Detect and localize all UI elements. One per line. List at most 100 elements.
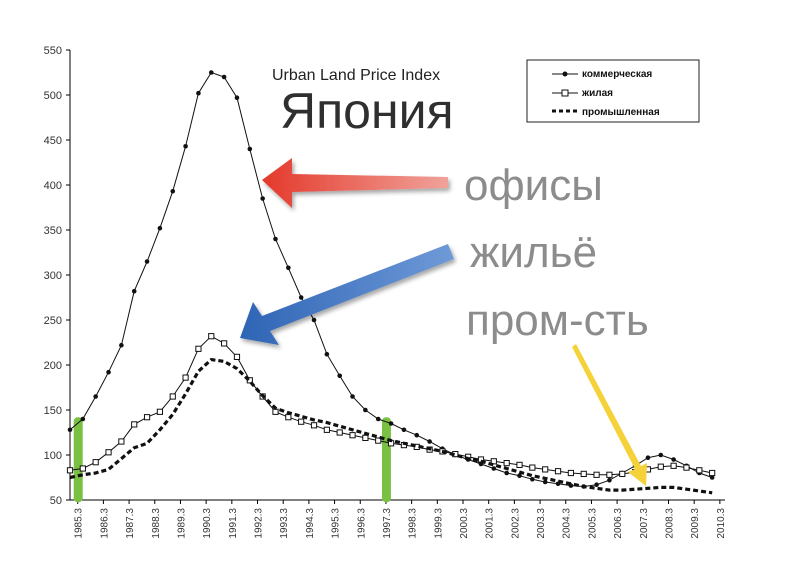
data-point	[567, 469, 574, 477]
data-point	[105, 449, 112, 456]
x-tick-label: 2004.3	[562, 508, 573, 539]
x-tick-label: 2000.3	[459, 508, 470, 539]
red-arrow	[262, 158, 448, 208]
data-point	[157, 225, 163, 231]
data-point	[324, 351, 330, 357]
x-tick-label: 1994.3	[305, 508, 316, 539]
data-point	[310, 422, 318, 429]
x-tick-label: 1993.3	[279, 508, 290, 539]
axes: 50 100 150 200 250 300 350 400 450 500 550 1985.3 19…	[44, 45, 727, 539]
data-point	[580, 470, 587, 477]
y-tick-label: 150	[44, 405, 62, 417]
data-point	[144, 259, 150, 264]
x-tick-label: 1998.3	[408, 508, 419, 539]
data-point	[273, 236, 278, 242]
data-point	[503, 460, 510, 467]
series-line	[69, 335, 713, 476]
data-point	[375, 416, 381, 422]
data-point	[542, 479, 548, 485]
data-point	[529, 464, 536, 471]
data-point	[80, 416, 86, 422]
x-tick-label: 1990.3	[202, 508, 213, 539]
data-point	[93, 394, 98, 399]
overlay-title: Япония	[280, 83, 454, 139]
data-point	[709, 469, 716, 477]
yellow-arrow	[572, 344, 647, 486]
data-point	[542, 466, 549, 473]
y-tick-label: 350	[44, 225, 62, 237]
y-tick-label: 250	[44, 315, 62, 327]
data-point	[169, 393, 176, 400]
data-point	[182, 374, 189, 381]
data-point	[349, 432, 356, 439]
data-point	[606, 471, 613, 478]
x-tick-label: 1995.3	[331, 508, 342, 539]
x-tick-label: 1989.3	[176, 508, 187, 539]
data-point	[363, 407, 368, 413]
data-point	[670, 462, 677, 469]
data-point	[554, 468, 562, 475]
x-tick-label: 2009.3	[690, 508, 701, 539]
data-point	[272, 408, 279, 415]
data-point	[118, 438, 125, 445]
data-point	[260, 196, 265, 201]
data-point	[362, 434, 369, 441]
y-tick-label: 200	[44, 360, 62, 372]
highlight-bars	[73, 417, 391, 503]
data-point	[233, 353, 241, 360]
annotation-offices: офисы	[464, 161, 603, 210]
highlight-bar	[381, 417, 391, 503]
legend-marker-residential	[561, 89, 569, 97]
x-tick-label: 1999.3	[433, 508, 444, 539]
data-point	[208, 333, 215, 340]
series-line	[69, 358, 713, 495]
data-point	[221, 74, 227, 80]
data-point	[298, 295, 304, 300]
legend-label-industrial: промышленная	[582, 107, 660, 118]
data-point	[208, 70, 214, 75]
highlight-bar	[73, 417, 83, 503]
data-point	[323, 426, 330, 433]
y-tick-label: 300	[44, 270, 62, 282]
x-tick-label: 2002.3	[510, 508, 521, 539]
data-point	[388, 421, 394, 426]
data-point	[490, 458, 497, 465]
data-point	[143, 414, 151, 421]
x-tick-label: 1985.3	[74, 508, 85, 539]
x-tick-label: 2007.3	[639, 508, 650, 539]
series-layer	[66, 70, 716, 495]
data-point	[234, 95, 240, 100]
y-tick-label: 500	[44, 90, 62, 102]
data-point	[336, 429, 343, 436]
annotation-housing: жильё	[470, 228, 597, 277]
legend: коммерческая жилая промышленная	[526, 59, 700, 123]
data-point	[657, 463, 664, 470]
data-point	[196, 90, 201, 96]
series-residential	[66, 333, 716, 478]
data-point	[427, 439, 432, 444]
legend-label-commercial: коммерческая	[582, 69, 652, 80]
data-point	[658, 452, 664, 458]
x-tick-label: 1997.3	[382, 508, 393, 539]
y-tick-label: 400	[44, 180, 62, 192]
data-point	[183, 144, 188, 149]
y-tick-label: 450	[44, 135, 62, 147]
x-tick-label: 2003.3	[536, 508, 547, 539]
x-tick-label: 1986.3	[99, 508, 110, 539]
data-point	[170, 189, 176, 194]
x-tick-label: 2005.3	[587, 508, 598, 539]
x-tick-label: 1991.3	[228, 508, 239, 539]
data-point	[247, 146, 253, 152]
legend-label-residential: жилая	[581, 88, 613, 99]
x-tick-label: 1996.3	[356, 508, 367, 539]
data-point	[401, 427, 407, 433]
data-point	[504, 470, 509, 476]
data-point	[92, 459, 99, 466]
chart-title: Urban Land Price Index	[272, 67, 440, 84]
data-point	[285, 414, 292, 421]
data-point	[311, 317, 317, 323]
data-point	[350, 394, 355, 399]
data-point	[619, 470, 626, 477]
blue-arrow	[240, 244, 454, 345]
